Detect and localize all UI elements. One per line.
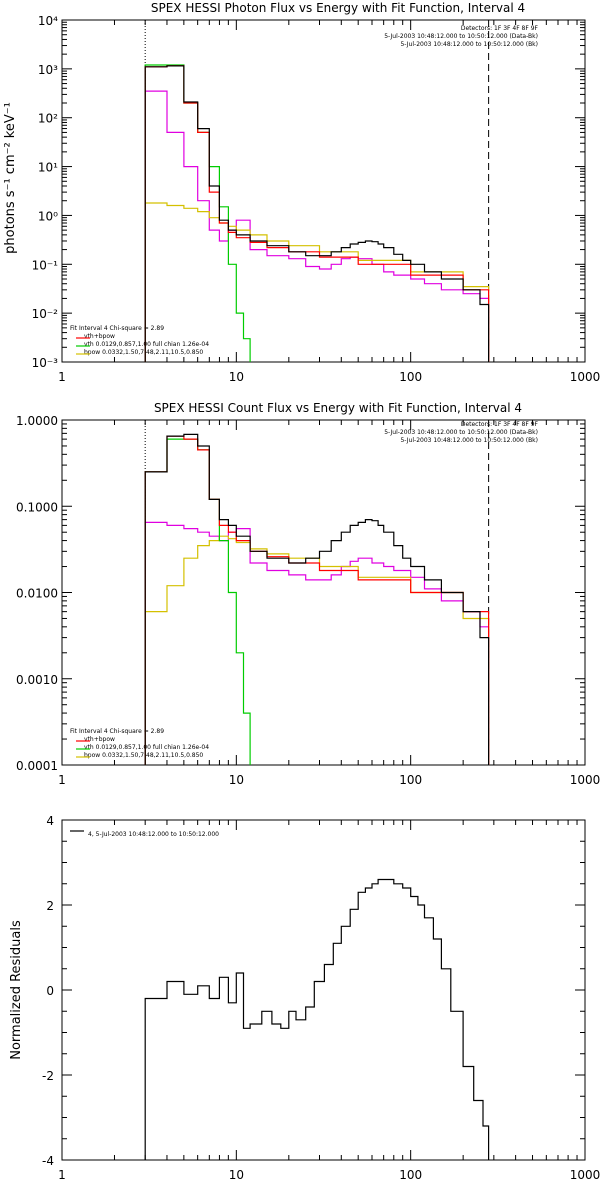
x-tick-label: 1 bbox=[58, 370, 66, 384]
y-tick-label: 10⁴ bbox=[38, 14, 58, 28]
y-tick-label: 0.1000 bbox=[16, 500, 58, 514]
x-tick-label: 100 bbox=[399, 1168, 422, 1182]
y-tick-label: 10³ bbox=[38, 63, 58, 77]
x-tick-label: 10 bbox=[229, 773, 244, 787]
x-tick-label: 100 bbox=[399, 370, 422, 384]
data-interval-label: 5-Jul-2003 10:48:12.000 to 10:50:12.000 … bbox=[384, 429, 538, 436]
y-tick-label: 1.0000 bbox=[16, 414, 58, 428]
y-tick-label: 2 bbox=[46, 899, 54, 913]
plot-frame bbox=[61, 819, 586, 1161]
photon-flux-title: SPEX HESSI Photon Flux vs Energy with Fi… bbox=[151, 1, 525, 15]
detectors-label: Detectors: 1F 3F 4F 8F 9F bbox=[461, 421, 539, 428]
series-data-line bbox=[144, 878, 490, 1160]
series-vth-line bbox=[144, 64, 251, 362]
detectors-label: Detectors: 1F 3F 4F 8F 9F bbox=[461, 25, 539, 32]
residuals-legend-label: 4, 5-Jul-2003 10:48:12.000 to 10:50:12.0… bbox=[88, 831, 219, 838]
x-tick-label: 100 bbox=[399, 773, 422, 787]
fit-total-label: vth+bpow bbox=[84, 333, 115, 340]
count-flux-panel: SPEX HESSI Count Flux vs Energy with Fit… bbox=[16, 401, 600, 787]
series-background-line bbox=[144, 521, 490, 765]
series-background-line bbox=[144, 90, 490, 362]
y-tick-label: 10² bbox=[38, 112, 58, 126]
fit-bpow-label: bpow 0.0332,1.50,7.48,2.11,10.5,0.850 bbox=[84, 752, 203, 759]
y-tick-label: 0.0100 bbox=[16, 587, 58, 601]
x-tick-label: 1000 bbox=[570, 370, 600, 384]
fit-vth-label: vth 0.0129,0.857,1.00 full chian 1.26e-0… bbox=[84, 341, 209, 348]
residuals-panel: Normalized Residuals 4, 5-Jul-2003 10:48… bbox=[9, 814, 600, 1182]
x-tick-label: 10 bbox=[229, 1168, 244, 1182]
series-bpow-line bbox=[144, 202, 490, 362]
series-fit_total-line bbox=[144, 65, 490, 362]
y-tick-label: 4 bbox=[46, 814, 54, 828]
y-tick-label: 10⁻² bbox=[32, 307, 59, 321]
fit-interval-label: Fit Interval 4 Chi-square = 2.89 bbox=[70, 325, 164, 332]
bk-interval-label: 5-Jul-2003 10:48:12.000 to 10:50:12.000 … bbox=[400, 437, 538, 444]
series-data-line bbox=[144, 433, 490, 765]
fit-total-label: vth+bpow bbox=[84, 736, 115, 743]
x-tick-label: 1000 bbox=[570, 1168, 600, 1182]
y-tick-label: -4 bbox=[42, 1154, 54, 1168]
y-tick-label: 10⁻³ bbox=[32, 356, 59, 370]
data-interval-label: 5-Jul-2003 10:48:12.000 to 10:50:12.000 … bbox=[384, 33, 538, 40]
x-tick-label: 10 bbox=[229, 370, 244, 384]
fit-interval-label: Fit Interval 4 Chi-square = 2.89 bbox=[70, 728, 164, 735]
y-tick-label: 10⁰ bbox=[38, 209, 58, 223]
y-tick-label: 0 bbox=[46, 984, 54, 998]
photon-flux-panel: SPEX HESSI Photon Flux vs Energy with Fi… bbox=[3, 1, 600, 384]
x-tick-label: 1000 bbox=[570, 773, 600, 787]
y-tick-label: 10¹ bbox=[38, 161, 58, 175]
y-tick-label: 10⁻¹ bbox=[32, 258, 59, 272]
series-bpow-line bbox=[144, 535, 490, 765]
series-vth-line bbox=[144, 438, 251, 765]
y-tick-label: -2 bbox=[42, 1069, 54, 1083]
series-data-line bbox=[144, 65, 490, 362]
bk-interval-label: 5-Jul-2003 10:48:12.000 to 10:50:12.000 … bbox=[400, 41, 538, 48]
fit-vth-label: vth 0.0129,0.857,1.00 full chian 1.26e-0… bbox=[84, 744, 209, 751]
x-tick-label: 1 bbox=[58, 1168, 66, 1182]
residuals-ylabel: Normalized Residuals bbox=[9, 920, 24, 1060]
series-fit_total-line bbox=[144, 435, 490, 765]
plot-frame bbox=[61, 19, 586, 363]
y-tick-label: 0.0001 bbox=[16, 759, 58, 773]
x-tick-label: 1 bbox=[58, 773, 66, 787]
y-tick-label: 0.0010 bbox=[16, 673, 58, 687]
count-flux-title: SPEX HESSI Count Flux vs Energy with Fit… bbox=[154, 401, 522, 415]
photon-flux-ylabel: photons s⁻¹ cm⁻² keV⁻¹ bbox=[3, 102, 18, 254]
plot-frame bbox=[61, 419, 586, 766]
fit-bpow-label: bpow 0.0332,1.50,7.48,2.11,10.5,0.850 bbox=[84, 349, 203, 356]
